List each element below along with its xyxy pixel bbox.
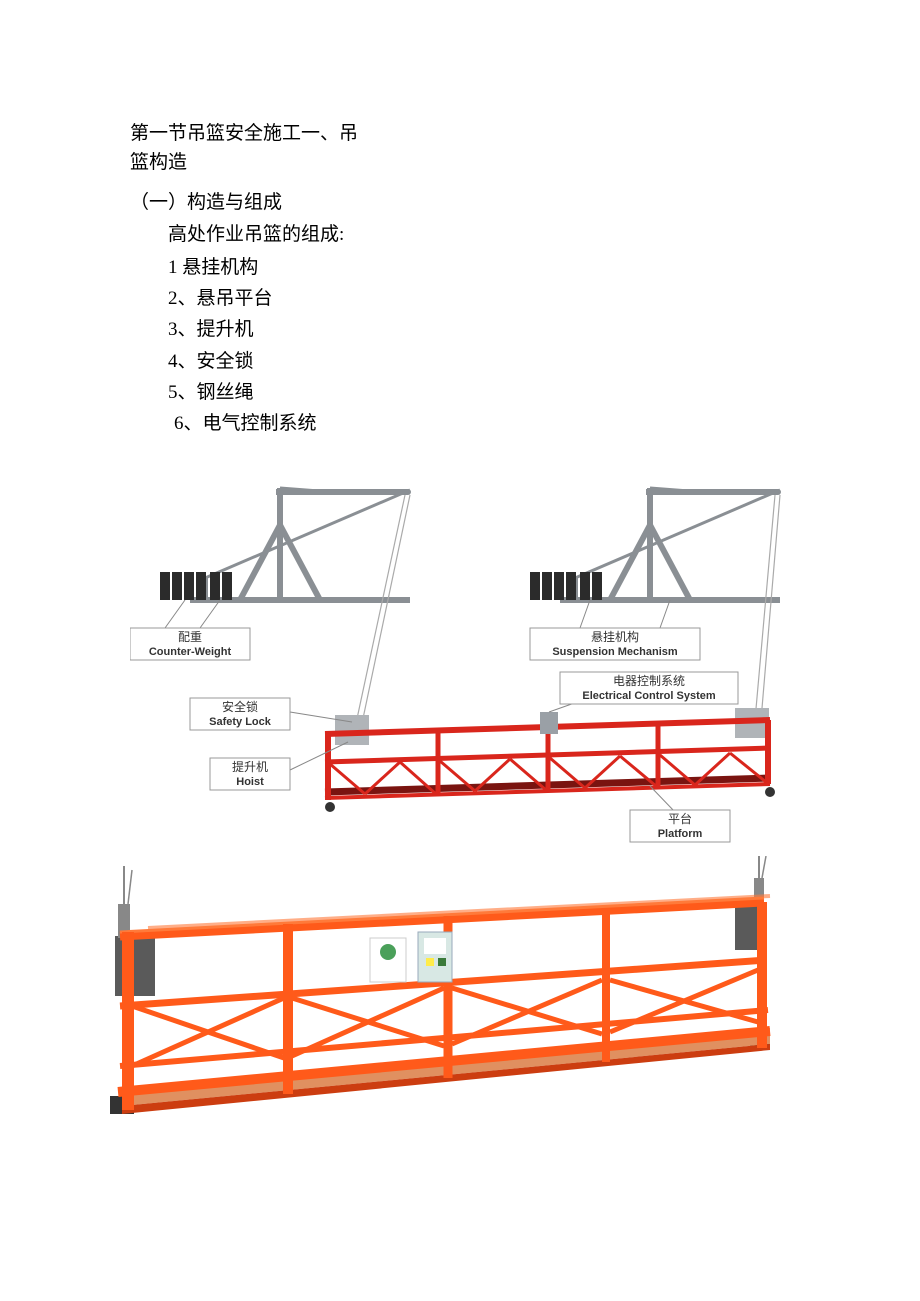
callout-counterweight: 配重 Counter-Weight [130,600,250,660]
list-item: 4、安全锁 [168,346,825,377]
list-item: 3、提升机 [168,314,825,345]
list-item: 1 悬挂机构 [168,252,825,283]
heading: 第一节吊篮安全施工一、吊 篮构造 [130,120,825,177]
heading-line2: 篮构造 [130,152,187,173]
left-suspension-arm [160,488,411,600]
callout-cn: 安全锁 [222,699,258,714]
callout-en: Hoist [236,776,264,788]
component-list: 1 悬挂机构 2、悬吊平台 3、提升机 4、安全锁 5、钢丝绳 6、电气控制系统 [168,252,825,440]
suspended-platform-diagram: 配重 Counter-Weight 悬挂机构 Suspension Mechan… [130,450,830,850]
callout-en: Safety Lock [209,716,272,728]
list-item: 6、电气控制系统 [174,408,825,439]
callout-en: Counter-Weight [149,646,232,658]
callout-cn: 配重 [178,630,202,644]
heading-line1: 第一节吊篮安全施工一、吊 [130,123,358,144]
callout-platform: 平台 Platform [630,786,730,842]
callout-cn: 提升机 [232,759,268,774]
callouts-en: Suspension Mechanism [552,646,678,658]
diagram-platform-photo [70,856,825,1156]
right-suspension-arm [530,488,781,600]
platform-assembly [325,708,775,812]
callout-electrical: 电器控制系统 Electrical Control System [549,672,738,712]
subheading-1: （一）构造与组成 [130,187,825,219]
callout-cn: 悬挂机构 [591,629,639,644]
list-item: 5、钢丝绳 [168,377,825,408]
callout-safetylock: 安全锁 Safety Lock [190,698,352,730]
diagram-labeled: 配重 Counter-Weight 悬挂机构 Suspension Mechan… [130,450,825,850]
orange-platform [70,856,810,1156]
control-box [370,932,452,982]
callout-en: Platform [658,828,703,840]
list-intro: 高处作业吊篮的组成: [168,219,825,251]
document-page: 第一节吊篮安全施工一、吊 篮构造 （一）构造与组成 高处作业吊篮的组成: 1 悬… [0,0,920,1196]
list-item: 2、悬吊平台 [168,283,825,314]
callout-cn: 电器控制系统 [613,674,685,688]
callout-cn: 平台 [668,811,692,826]
callout-en: Electrical Control System [582,690,715,702]
callout-suspension: 悬挂机构 Suspension Mechanism [530,600,700,660]
